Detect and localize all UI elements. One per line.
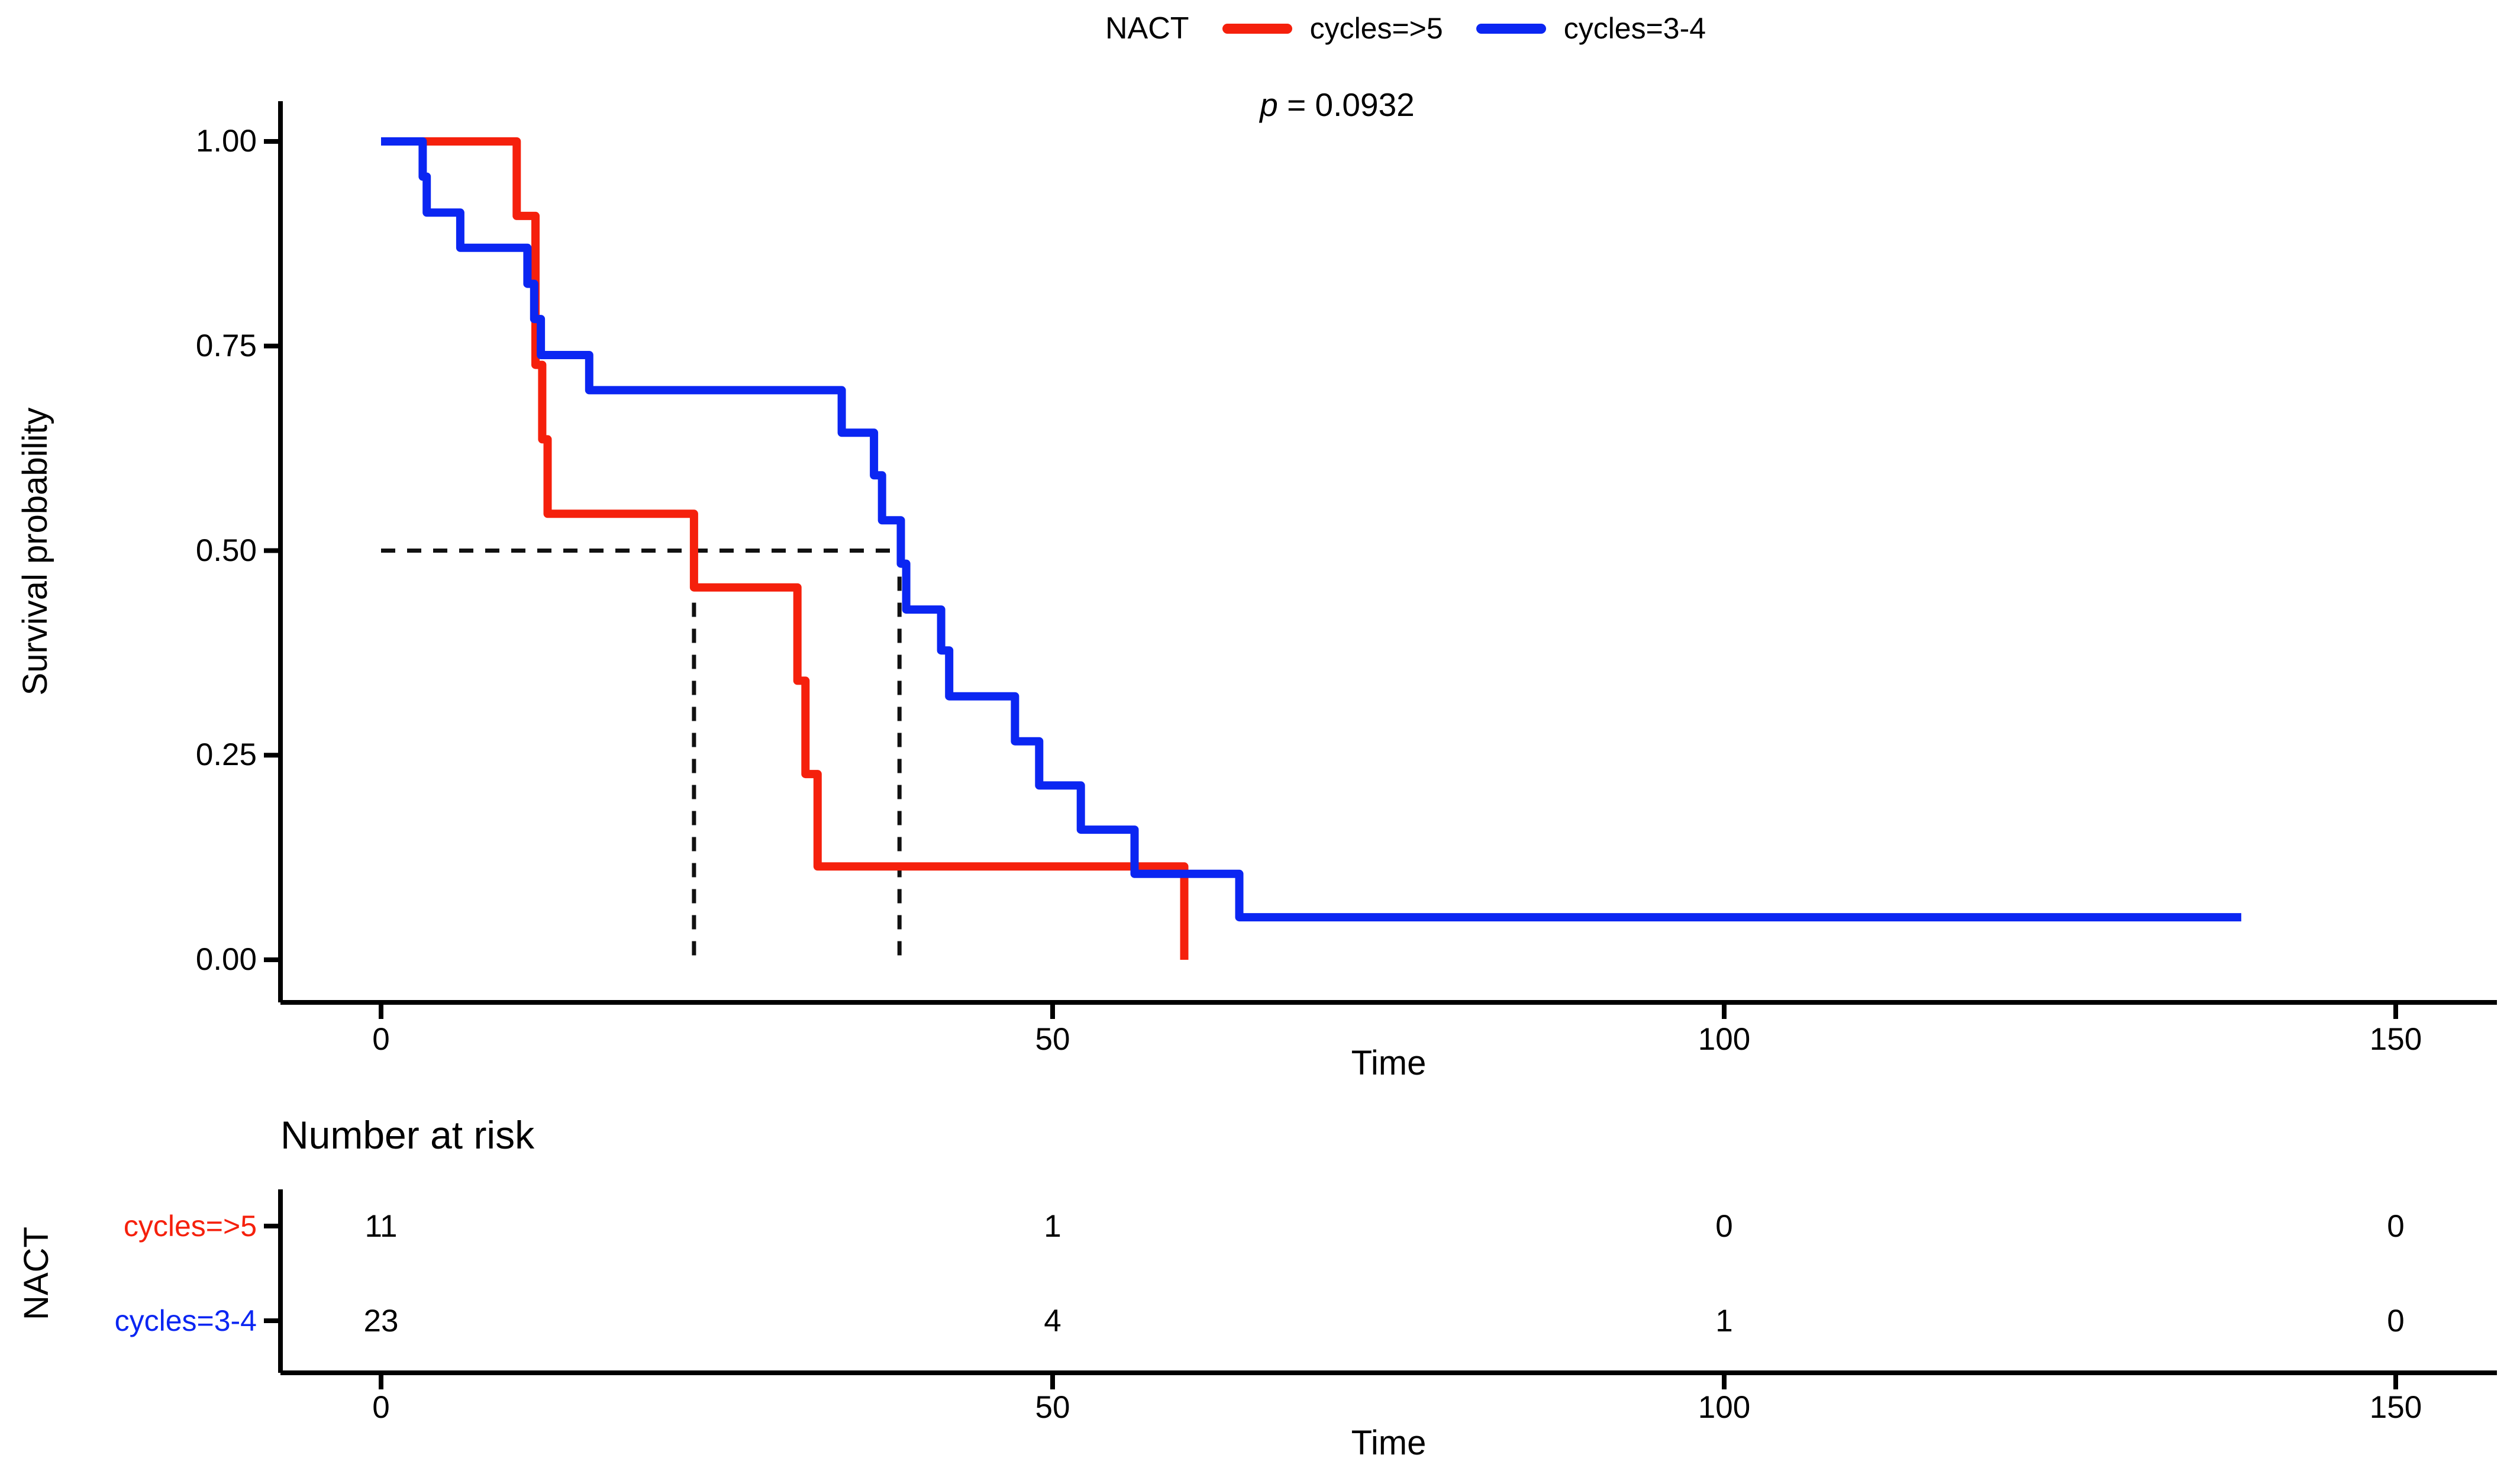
legend-item-cycles-ge5: cycles=>5 [1222, 11, 1443, 46]
x-tick-label: 50 [1035, 1022, 1070, 1057]
x-axis-title-main: Time [1351, 1044, 1427, 1082]
km-curve-cycles-ge5 [381, 137, 1189, 960]
risk-x-tick-label: 100 [1698, 1390, 1751, 1425]
risk-count: 11 [364, 1209, 398, 1244]
y-tick-label: 0.75 [195, 328, 257, 363]
risk-x-tick-label: 50 [1035, 1390, 1070, 1425]
y-tick-label: 0.00 [195, 942, 257, 977]
risk-table-title: Number at risk [280, 1113, 535, 1157]
risk-x-tick-label: 150 [2369, 1390, 2422, 1425]
y-tick-label: 0.25 [195, 737, 257, 773]
x-tick-label: 0 [372, 1022, 390, 1057]
median-dashed-path [381, 549, 902, 960]
y-tick-label: 1.00 [195, 124, 257, 159]
risk-count: 0 [2387, 1209, 2405, 1244]
x-tick-label: 150 [2369, 1022, 2422, 1057]
risk-row-label: cycles=>5 [123, 1209, 257, 1243]
y-axis-title: Survival probability [16, 407, 54, 696]
x-tick-label: 100 [1698, 1022, 1751, 1057]
risk-count: 23 [363, 1304, 399, 1338]
p-symbol: p [1260, 86, 1278, 123]
risk-x-tick-label: 0 [372, 1390, 390, 1425]
km-curve-cycles-3-4 [381, 137, 2241, 922]
risk-count: 0 [1715, 1209, 1733, 1244]
y-tick-label: 0.50 [195, 533, 257, 568]
risk-count: 4 [1044, 1304, 1061, 1338]
legend: NACT cycles=>5 cycles=3-4 [1105, 5, 1706, 52]
legend-item-label: cycles=3-4 [1563, 12, 1706, 45]
legend-title: NACT [1105, 11, 1189, 46]
axes-and-ticks [264, 101, 2497, 1389]
p-value-text: = 0.0932 [1277, 86, 1415, 123]
legend-line-swatch [1222, 23, 1292, 34]
legend-line-swatch [1476, 23, 1546, 34]
risk-table-axis-label: NACT [17, 1227, 56, 1320]
legend-item-cycles-3-4: cycles=3-4 [1476, 11, 1706, 46]
legend-item-label: cycles=>5 [1309, 12, 1443, 45]
risk-count: 1 [1044, 1209, 1061, 1244]
risk-row-label: cycles=3-4 [114, 1304, 257, 1337]
risk-count: 1 [1715, 1304, 1733, 1338]
km-curves [381, 137, 2241, 960]
median-survival-dashed-lines [381, 549, 902, 960]
p-value-annotation: p = 0.0932 [1101, 89, 1574, 121]
risk-count: 0 [2387, 1304, 2405, 1338]
x-axis-title-risk: Time [1351, 1424, 1427, 1462]
